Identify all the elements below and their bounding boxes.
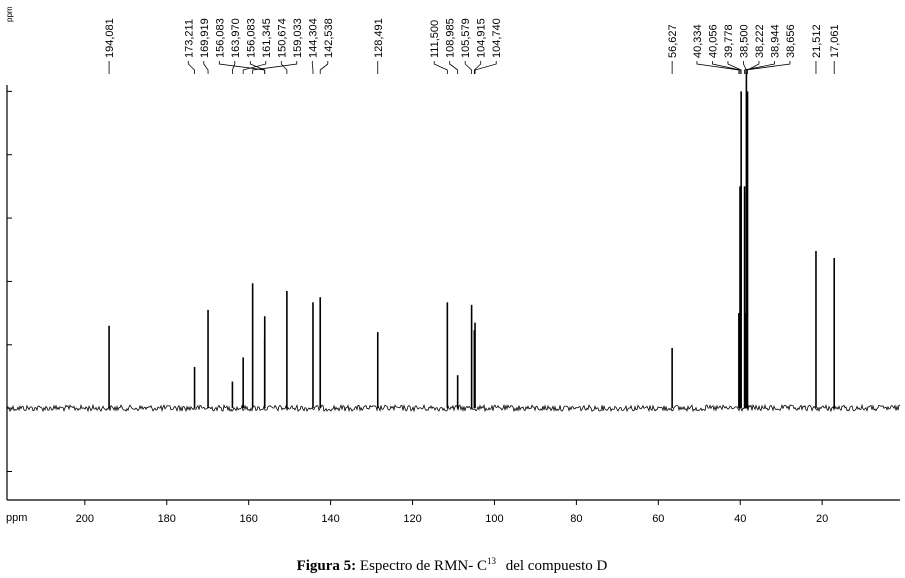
peak-label: 104,915: [476, 18, 488, 58]
peak-label: 21,512: [811, 24, 823, 58]
peak-label: 111,500: [429, 20, 441, 58]
leader-line: [252, 61, 298, 74]
x-tick-label: 200: [76, 513, 94, 525]
peak-label: 142,538: [323, 18, 335, 58]
caption-label: Figura 5:: [297, 558, 357, 574]
leader-line: [745, 61, 791, 74]
leader-line: [280, 61, 288, 74]
peak-label: 128,491: [373, 18, 385, 58]
x-tick-label: 60: [652, 513, 664, 525]
leader-line: [474, 61, 497, 74]
leader-line: [473, 61, 482, 74]
y-unit-label: ppm: [5, 6, 14, 22]
peak-label: 169,919: [199, 18, 211, 58]
leader-line: [249, 61, 266, 74]
leader-line: [449, 61, 459, 74]
leader-line: [319, 61, 329, 74]
leader-line: [232, 61, 236, 74]
peak-label: 104,740: [491, 18, 503, 58]
peak-label: 40,056: [707, 24, 719, 58]
peak-label: 38,944: [769, 24, 781, 58]
peak-label: 39,778: [723, 24, 735, 58]
leader-line: [464, 61, 473, 74]
caption: Figura 5: Espectro de RMN- C13 del compu…: [297, 552, 608, 574]
leader-line: [744, 61, 775, 74]
caption-superscript: 13: [487, 556, 497, 566]
peak-label: 38,656: [785, 24, 797, 58]
leader-line: [743, 61, 747, 74]
leader-line: [727, 61, 742, 74]
leader-line: [311, 61, 314, 74]
leader-line: [187, 61, 195, 74]
x-axis-label: ppm: [6, 512, 27, 524]
peak-label: 105,579: [460, 18, 472, 58]
x-tick-label: 80: [570, 513, 582, 525]
peak-label: 108,985: [445, 18, 457, 58]
leader-line: [203, 61, 209, 74]
peak-label: 194,081: [104, 18, 116, 58]
x-tick-label: 20: [816, 513, 828, 525]
x-tick-label: 140: [321, 513, 339, 525]
x-tick-label: 120: [403, 513, 421, 525]
peak-label: 38,500: [738, 24, 750, 58]
peak-label: 161,345: [261, 18, 273, 58]
leader-line: [433, 61, 448, 74]
peak-label: 56,627: [667, 24, 679, 58]
leader-line: [696, 61, 740, 74]
peak-label: 150,674: [276, 18, 288, 58]
x-tick-label: 40: [734, 513, 746, 525]
x-tick-label: 180: [158, 513, 176, 525]
peak-label: 156,083: [245, 18, 257, 58]
peak-label: 17,061: [829, 24, 841, 58]
leader-line: [747, 61, 760, 74]
baseline-noise: [6, 403, 901, 413]
peak-label: 159,033: [292, 18, 304, 58]
peak-label: 163,970: [230, 18, 242, 58]
peak-label: 40,334: [692, 24, 704, 58]
x-tick-label: 160: [240, 513, 258, 525]
x-tick-label: 100: [485, 513, 503, 525]
caption-text: Espectro de RMN- C: [360, 558, 487, 574]
caption-rest: del compuesto D: [506, 558, 608, 574]
peak-label: 156,083: [214, 18, 226, 58]
leader-line: [242, 61, 267, 74]
leader-line: [712, 61, 741, 74]
peak-label: 173,211: [183, 19, 195, 58]
peak-label: 144,304: [307, 18, 319, 58]
peak-label: 38,222: [754, 24, 766, 58]
